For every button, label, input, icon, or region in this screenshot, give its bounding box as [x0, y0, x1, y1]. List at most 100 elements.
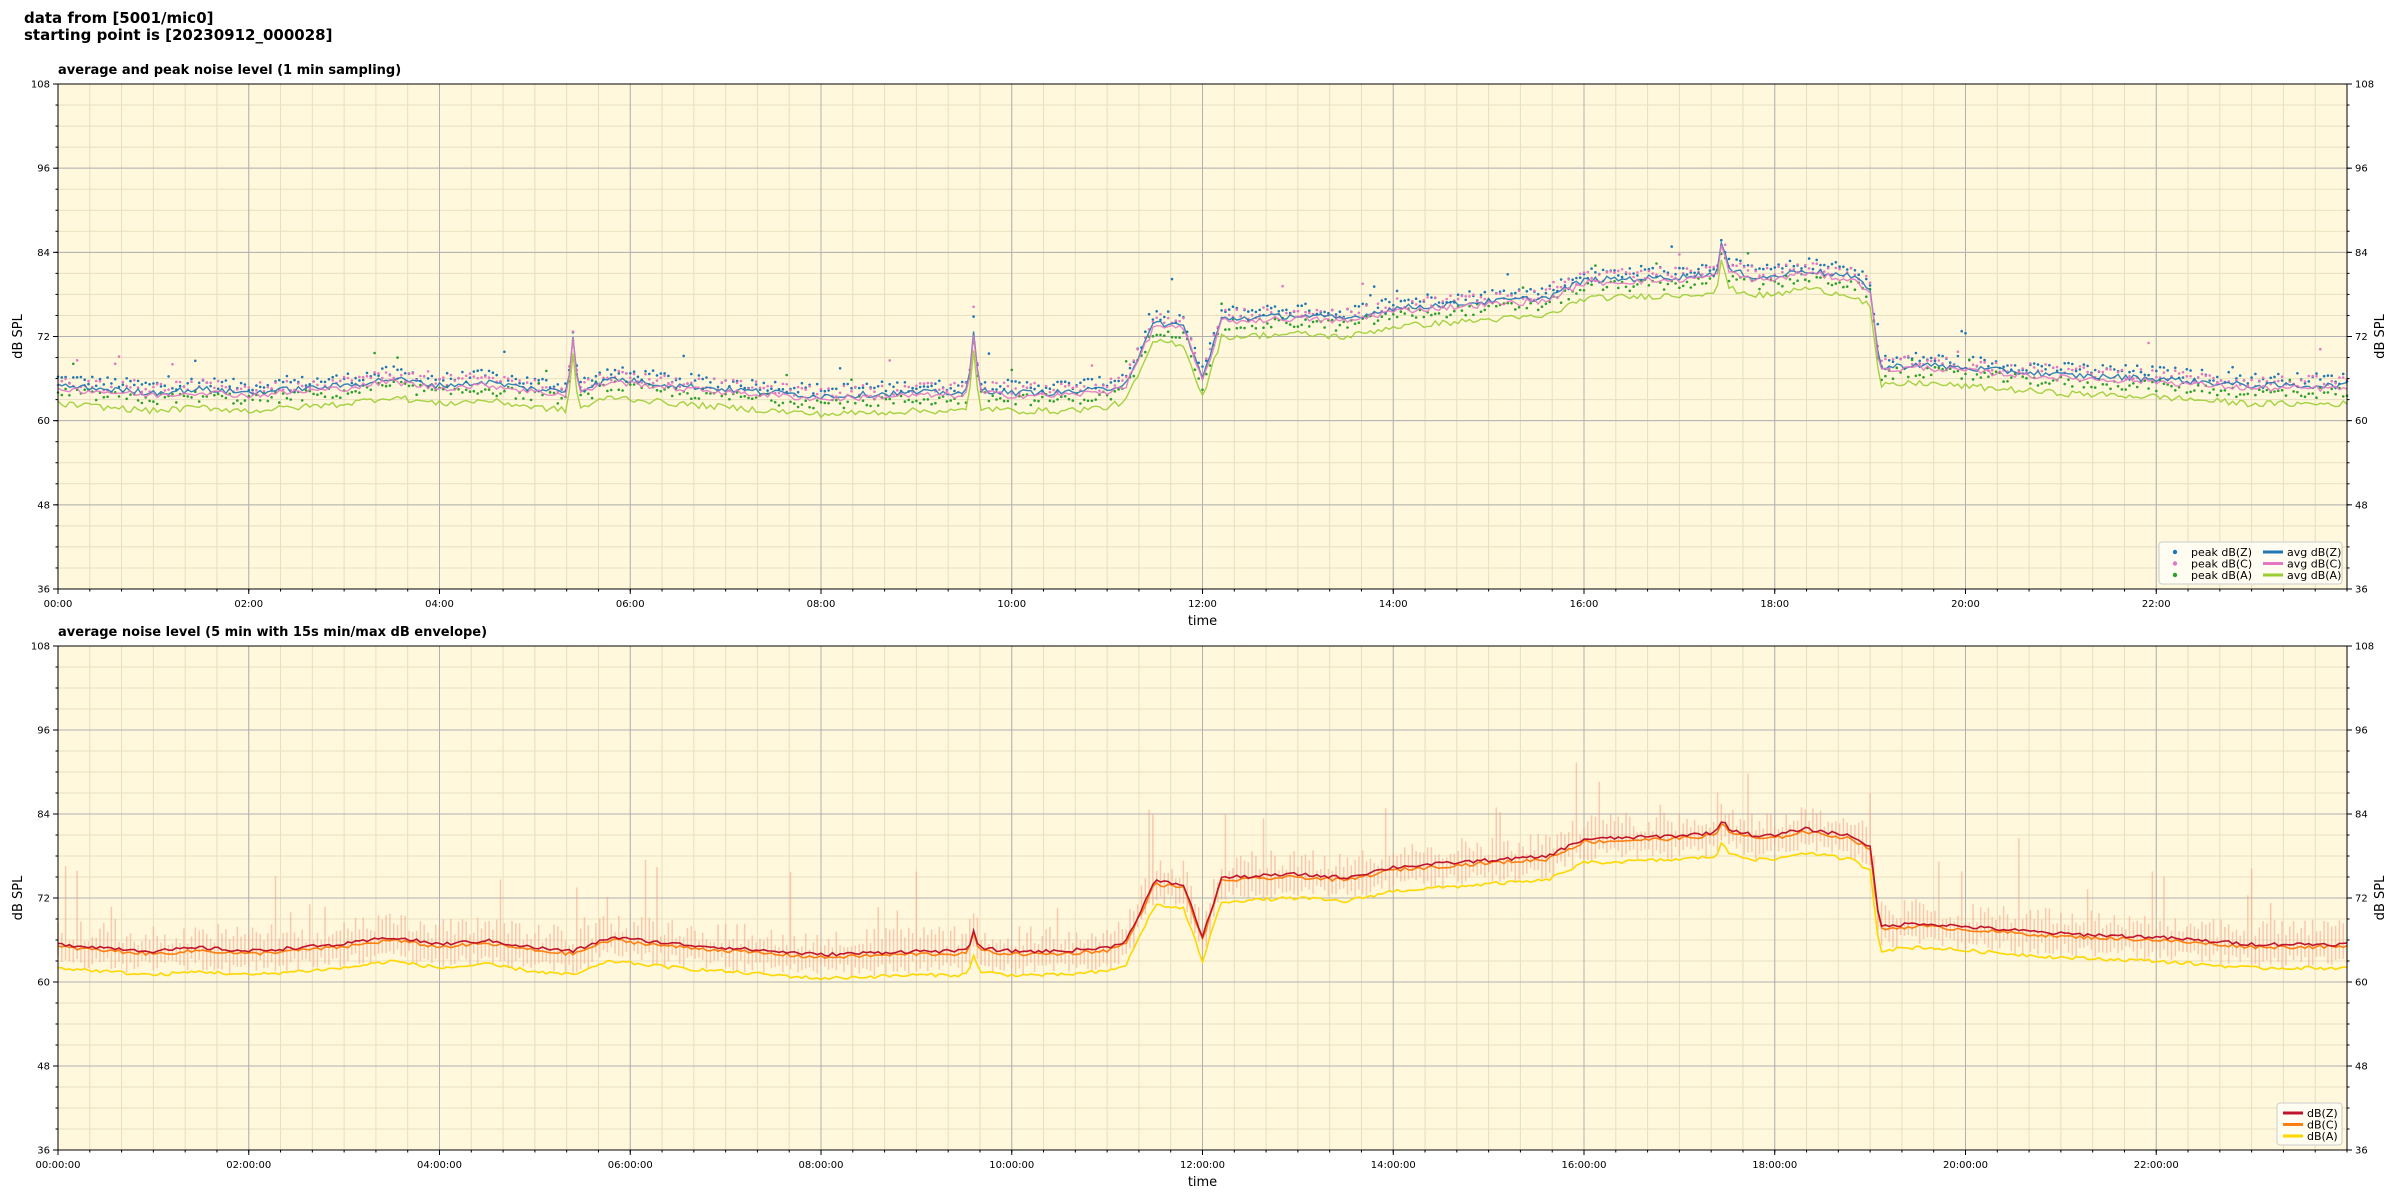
data-point	[487, 369, 491, 373]
data-point	[1865, 277, 1868, 281]
data-point	[182, 394, 186, 398]
data-point	[1395, 289, 1399, 293]
data-point	[1781, 270, 1784, 274]
data-point	[1548, 287, 1551, 291]
data-point	[1701, 273, 1704, 276]
data-point	[1327, 311, 1330, 315]
data-point	[1403, 312, 1406, 315]
data-point	[1449, 313, 1452, 317]
data-point	[621, 366, 624, 369]
data-point	[274, 381, 277, 385]
legend: peak dB(Z)peak dB(C)peak dB(A)avg dB(Z)a…	[2158, 541, 2343, 585]
data-point	[480, 376, 483, 379]
y-tick-label-right: 96	[2355, 726, 2368, 737]
data-point	[457, 388, 460, 391]
data-point	[1636, 274, 1639, 277]
data-point	[358, 375, 361, 379]
data-point	[186, 382, 189, 385]
data-point	[2105, 383, 2108, 386]
data-point	[1659, 266, 1662, 270]
data-point	[617, 369, 621, 373]
data-point	[316, 393, 319, 397]
data-point	[884, 389, 888, 393]
data-point	[1365, 304, 1368, 307]
x-tick-label: 22:00:00	[2134, 1160, 2179, 1171]
y-tick-label-left: 108	[31, 642, 50, 653]
data-point	[678, 377, 682, 381]
data-point	[991, 388, 994, 391]
data-point	[644, 369, 647, 373]
data-point	[529, 382, 533, 385]
data-point	[1292, 309, 1296, 313]
data-point	[377, 372, 380, 375]
data-point	[1346, 307, 1349, 311]
data-point	[1945, 356, 1948, 360]
data-point	[1723, 243, 1727, 247]
data-point	[583, 381, 586, 384]
data-point	[1285, 311, 1288, 315]
data-point	[1830, 283, 1834, 287]
data-point	[2025, 369, 2028, 372]
data-point	[472, 375, 476, 378]
data-point	[1269, 311, 1273, 314]
data-point	[300, 399, 304, 402]
data-point	[1296, 325, 1300, 328]
data-point	[922, 398, 926, 401]
data-point	[945, 400, 949, 403]
data-point	[1178, 336, 1181, 339]
data-point	[697, 397, 701, 400]
data-point	[1842, 285, 1845, 289]
data-point	[1117, 376, 1120, 380]
data-point	[171, 392, 174, 396]
data-point	[2105, 367, 2108, 371]
y-tick-label-right: 36	[2355, 1146, 2368, 1157]
data-point	[377, 374, 380, 377]
data-point	[2124, 388, 2127, 391]
data-point	[335, 394, 338, 398]
data-point	[262, 389, 266, 393]
data-point	[1739, 262, 1742, 265]
data-point	[1956, 369, 1960, 373]
data-point	[1208, 342, 1212, 345]
data-point	[1254, 310, 1258, 314]
data-point	[1292, 325, 1296, 329]
data-point	[2322, 374, 2326, 378]
data-point	[2338, 376, 2341, 379]
data-point	[854, 385, 857, 389]
data-point	[1495, 304, 1498, 308]
data-point	[850, 389, 853, 393]
data-point	[2174, 389, 2177, 392]
data-point	[2200, 372, 2204, 376]
data-point	[155, 402, 159, 406]
data-point	[1708, 265, 1712, 269]
data-point	[2273, 375, 2276, 379]
data-point	[2109, 365, 2112, 368]
data-point	[1430, 313, 1433, 317]
data-point	[659, 372, 663, 375]
data-point	[1418, 300, 1422, 303]
data-point	[1605, 270, 1609, 274]
data-point	[663, 374, 666, 378]
data-point	[2185, 368, 2189, 371]
data-point	[1510, 301, 1513, 305]
data-point	[220, 380, 224, 384]
data-point	[426, 370, 430, 373]
data-point	[1426, 293, 1429, 296]
data-point	[350, 390, 354, 394]
data-point	[1979, 356, 1983, 359]
data-point	[1430, 296, 1433, 299]
data-point	[995, 398, 998, 401]
data-point	[1269, 325, 1273, 329]
data-point	[1243, 307, 1246, 311]
data-point	[1098, 389, 1101, 393]
data-point	[2071, 362, 2074, 366]
data-point	[972, 315, 975, 318]
data-point	[926, 381, 930, 385]
data-point	[2074, 367, 2078, 371]
data-point	[1113, 390, 1117, 393]
x-tick-label: 06:00	[616, 599, 645, 610]
data-point	[224, 396, 228, 400]
data-point	[1109, 381, 1113, 384]
data-point	[1929, 373, 1933, 377]
data-point	[1781, 284, 1784, 288]
